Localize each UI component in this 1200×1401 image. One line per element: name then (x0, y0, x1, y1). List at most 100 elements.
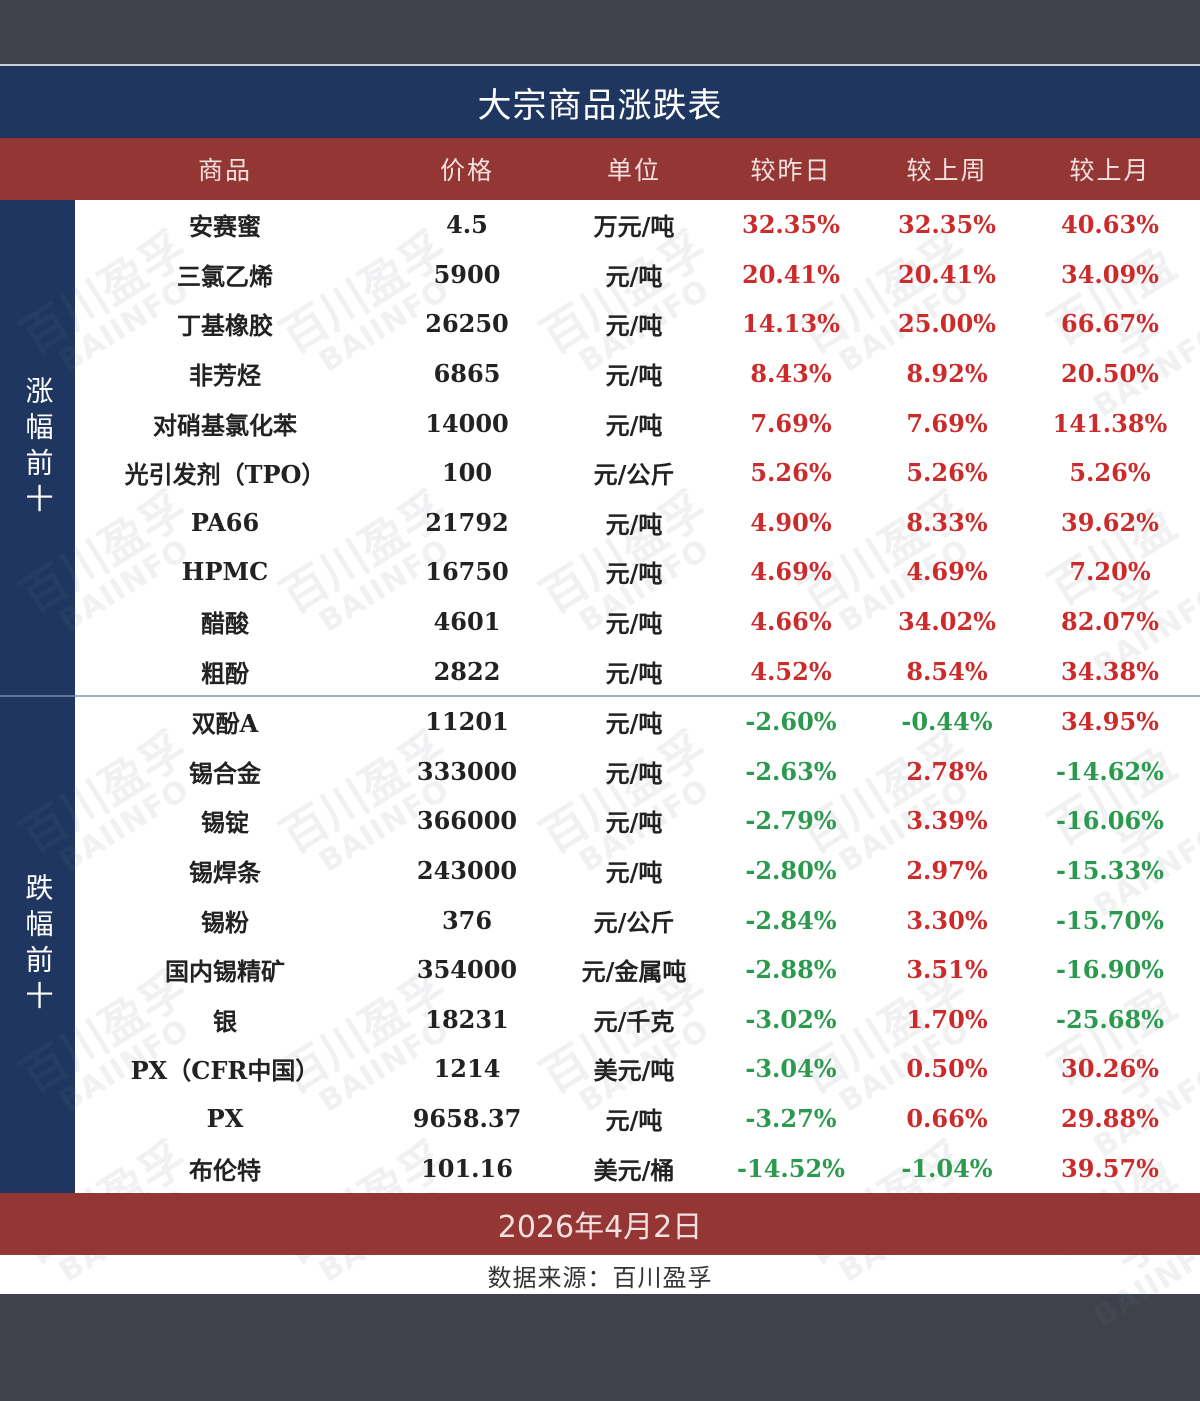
cell-unit: 元/吨 (605, 1106, 663, 1136)
table-row: 安赛蜜 4.5 万元/吨 32.35% 32.35% 40.63% (0, 200, 1200, 250)
cell-change-day: 4.52% (750, 656, 832, 686)
column-header-name: 商品 (197, 156, 252, 185)
cell-price: 354000 (416, 955, 518, 985)
cell-change-day: 4.90% (750, 507, 832, 537)
cell-unit: 元/吨 (605, 808, 663, 838)
cell-change-month: 66.67% (1061, 309, 1159, 339)
cell-change-week: 1.70% (906, 1004, 988, 1034)
cell-unit: 元/吨 (605, 261, 663, 291)
cell-commodity: 布伦特 (189, 1155, 261, 1185)
column-header-price: 价格 (439, 156, 494, 185)
cell-price: 243000 (416, 856, 518, 886)
table-row: PX 9658.37 元/吨 -3.27% 0.66% 29.88% (0, 1094, 1200, 1144)
cell-price: 100 (441, 458, 493, 488)
cell-change-month: -15.33% (1056, 856, 1164, 886)
data-source-note: 数据来源：百川盈孚 (487, 1264, 713, 1292)
table-row: 对硝基氯化苯 14000 元/吨 7.69% 7.69% 141.38% (0, 398, 1200, 448)
cell-change-day: -2.79% (745, 806, 837, 836)
cell-change-month: 5.26% (1069, 458, 1151, 488)
table-row: 锡锭 366000 元/吨 -2.79% 3.39% -16.06% (0, 796, 1200, 846)
cell-change-day: -2.84% (745, 905, 837, 935)
cell-price: 16750 (425, 557, 509, 587)
cell-commodity: 锡焊条 (189, 858, 261, 888)
cell-unit: 元/吨 (605, 559, 663, 589)
cell-change-week: 0.66% (906, 1104, 988, 1134)
table-row: 光引发剂（TPO） 100 元/公斤 5.26% 5.26% 5.26% (0, 448, 1200, 498)
group-label-top-losers: 跌幅前十 (0, 697, 75, 1193)
cell-change-day: 5.26% (750, 458, 832, 488)
table-row: PX（CFR中国） 1214 美元/吨 -3.04% 0.50% 30.26% (0, 1044, 1200, 1094)
cell-commodity: 锡粉 (201, 907, 249, 937)
cell-change-day: 4.69% (750, 557, 832, 587)
table-row: 锡合金 333000 元/吨 -2.63% 2.78% -14.62% (0, 747, 1200, 797)
cell-change-day: 32.35% (742, 210, 840, 240)
cell-change-month: 34.38% (1061, 656, 1159, 686)
table-title: 大宗商品涨跌表 (0, 66, 1200, 138)
cell-commodity: 安赛蜜 (189, 212, 261, 242)
cell-commodity: 粗酚 (201, 658, 249, 688)
cell-change-week: 2.78% (906, 756, 988, 786)
cell-unit: 元/吨 (605, 361, 663, 391)
cell-price: 333000 (416, 756, 518, 786)
cell-unit: 元/吨 (605, 858, 663, 888)
cell-unit: 元/公斤 (593, 460, 675, 490)
cell-unit: 万元/吨 (593, 212, 675, 242)
cell-commodity: 国内锡精矿 (165, 957, 285, 987)
cell-commodity: HPMC (181, 557, 269, 587)
cell-price: 18231 (425, 1004, 509, 1034)
cell-change-month: 7.20% (1069, 557, 1151, 587)
cell-change-week: 2.97% (906, 856, 988, 886)
cell-change-month: 34.95% (1061, 707, 1159, 737)
commodity-table-card: 大宗商品涨跌表 商品 价格 单位 较昨日 较上周 较上月 涨幅前十 跌幅前十 百… (0, 64, 1200, 1334)
cell-price: 21792 (425, 507, 509, 537)
cell-unit: 元/吨 (605, 609, 663, 639)
cell-change-week: 8.33% (906, 507, 988, 537)
table-row: HPMC 16750 元/吨 4.69% 4.69% 7.20% (0, 547, 1200, 597)
cell-commodity: PA66 (190, 507, 260, 537)
cell-change-day: -3.04% (745, 1054, 837, 1084)
cell-change-month: 29.88% (1061, 1104, 1159, 1134)
cell-commodity: 锡锭 (201, 808, 249, 838)
date-bar: 2026年4月2日 (0, 1193, 1200, 1255)
cell-price: 4.5 (446, 210, 488, 240)
cell-change-day: 14.13% (742, 309, 840, 339)
cell-change-month: 39.62% (1061, 507, 1159, 537)
cell-change-day: -3.27% (745, 1104, 837, 1134)
cell-change-month: 82.07% (1061, 607, 1159, 637)
cell-commodity: 丁基橡胶 (177, 311, 273, 341)
cell-unit: 元/吨 (605, 709, 663, 739)
cell-price: 5900 (433, 259, 501, 289)
cell-price: 6865 (433, 359, 501, 389)
cell-price: 26250 (425, 309, 509, 339)
cell-change-month: 34.09% (1061, 259, 1159, 289)
cell-change-day: -3.02% (745, 1004, 837, 1034)
side-divider (0, 695, 75, 697)
cell-change-day: 20.41% (742, 259, 840, 289)
group-label-top-gainers-text: 涨幅前十 (21, 375, 55, 520)
cell-unit: 元/公斤 (593, 907, 675, 937)
cell-commodity: PX（CFR中国） (130, 1056, 320, 1086)
cell-change-month: 30.26% (1061, 1054, 1159, 1084)
cell-change-day: -2.63% (745, 756, 837, 786)
table-row: 国内锡精矿 354000 元/金属吨 -2.88% 3.51% -16.90% (0, 945, 1200, 995)
cell-price: 2822 (433, 656, 501, 686)
table-row: 丁基橡胶 26250 元/吨 14.13% 25.00% 66.67% (0, 299, 1200, 349)
cell-change-week: 3.51% (906, 955, 988, 985)
table-row: 非芳烃 6865 元/吨 8.43% 8.92% 20.50% (0, 349, 1200, 399)
cell-change-week: -0.44% (901, 707, 993, 737)
table-row: 锡焊条 243000 元/吨 -2.80% 2.97% -15.33% (0, 846, 1200, 896)
group-label-top-losers-text: 跌幅前十 (21, 873, 55, 1017)
table-row: 锡粉 376 元/公斤 -2.84% 3.30% -15.70% (0, 895, 1200, 945)
cell-price: 1214 (433, 1054, 501, 1084)
cell-price: 101.16 (421, 1153, 513, 1183)
cell-change-week: 3.30% (906, 905, 988, 935)
table-row: 醋酸 4601 元/吨 4.66% 34.02% 82.07% (0, 597, 1200, 647)
cell-change-day: -14.52% (737, 1153, 845, 1183)
cell-price: 376 (441, 905, 493, 935)
cell-change-week: 20.41% (898, 259, 996, 289)
cell-change-month: -16.06% (1056, 806, 1164, 836)
column-header-month: 较上月 (1069, 156, 1151, 185)
cell-change-day: -2.60% (745, 707, 837, 737)
cell-change-month: -14.62% (1056, 756, 1164, 786)
column-header-week: 较上周 (906, 156, 988, 185)
